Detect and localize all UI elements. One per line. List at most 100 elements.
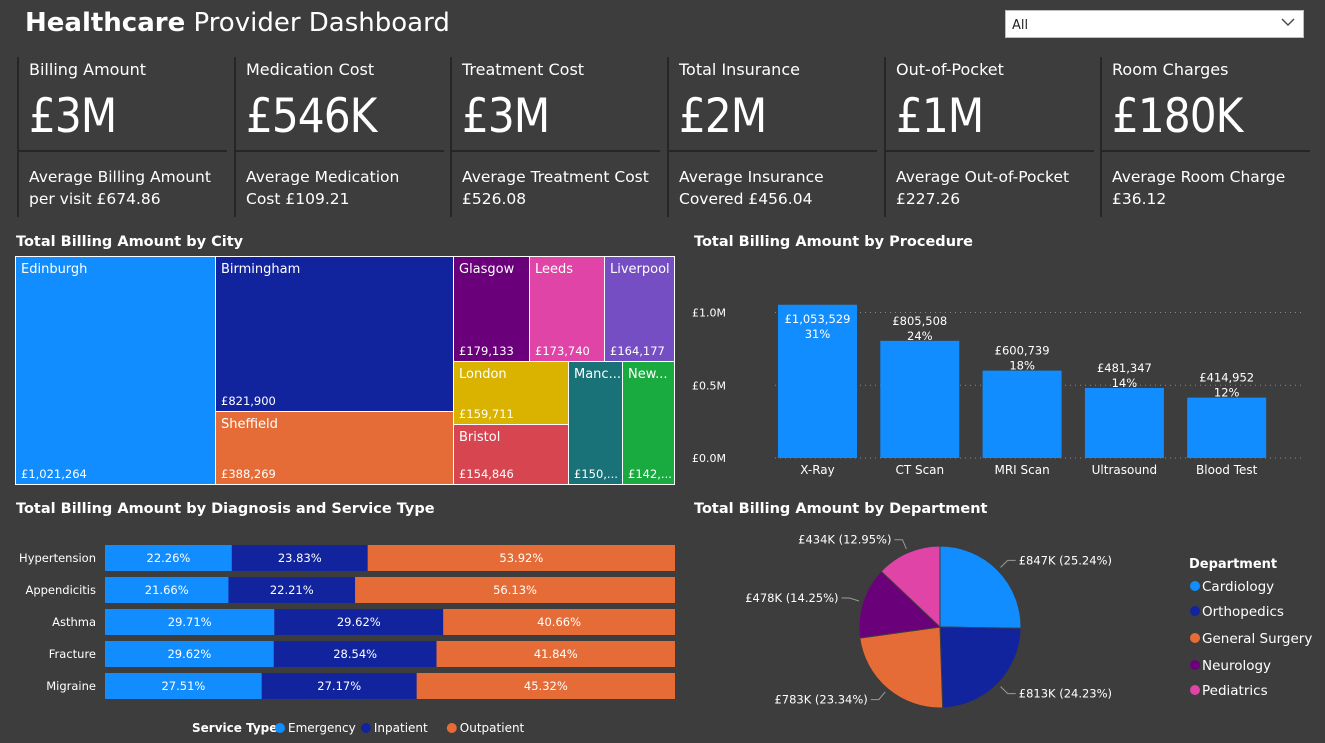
department-pie-chart[interactable]: £847K (25.24%) £813K (24.23%) £783K (23.34…: [690, 530, 1320, 735]
legend-item-cardiology[interactable]: Cardiology: [1202, 579, 1274, 595]
segment-inpatient[interactable]: [273, 641, 437, 667]
kpi-value: £546K: [246, 89, 377, 144]
bar-value-label: £805,508: [892, 314, 947, 328]
pie-data-label: £813K (24.23%): [1019, 687, 1112, 701]
tile-value: £173,740: [535, 344, 590, 358]
legend-swatch: [1190, 581, 1200, 591]
segment-label: 29.62%: [167, 647, 211, 661]
legend-item-pediatrics[interactable]: Pediatrics: [1202, 683, 1268, 699]
legend-item-general-surgery[interactable]: General Surgery: [1202, 631, 1312, 647]
segment-inpatient[interactable]: [261, 673, 417, 699]
segment-emergency[interactable]: [105, 545, 232, 571]
treemap-tile-bristol[interactable]: Bristol £154,846: [453, 424, 569, 485]
segment-outpatient[interactable]: [416, 673, 675, 699]
segment-emergency[interactable]: [105, 609, 275, 635]
treemap-tile-liverpool[interactable]: Liverpool £164,177: [604, 256, 675, 362]
segment-label: 21.66%: [145, 583, 189, 597]
treemap-city[interactable]: Edinburgh £1,021,264 Birmingham £821,900…: [15, 256, 675, 485]
page-title: Healthcare Provider Dashboard: [25, 8, 450, 38]
segment-inpatient[interactable]: [274, 609, 444, 635]
bar-mri-scan[interactable]: [982, 370, 1062, 458]
bar-pct-label: 12%: [1214, 386, 1240, 400]
tile-value: £821,900: [221, 394, 276, 408]
kpi-subtext: Average Billing Amount per visit £674.86: [29, 168, 211, 208]
filter-dropdown[interactable]: All: [1005, 10, 1304, 38]
kpi-card-treatment[interactable]: Treatment Cost £3M Average Treatment Cos…: [450, 57, 660, 217]
tile-name: Birmingham: [221, 262, 301, 277]
bar-blood-test[interactable]: [1187, 397, 1267, 458]
legend-title: Service Type: [192, 721, 277, 735]
kpi-card-medication[interactable]: Medication Cost £546K Average Medication…: [234, 57, 444, 217]
y-tick-label: £1.0M: [692, 307, 726, 320]
kpi-label: Out-of-Pocket: [896, 60, 1004, 79]
tile-value: £164,177: [610, 344, 665, 358]
bar-ct-scan[interactable]: [880, 340, 960, 458]
segment-label: 23.83%: [278, 551, 322, 565]
kpi-divider: [886, 150, 1094, 152]
legend-item-emergency[interactable]: Emergency: [288, 721, 356, 735]
filter-dropdown-value: All: [1012, 18, 1029, 33]
pie-slice-orthopedics[interactable]: [939, 626, 1022, 709]
segment-inpatient[interactable]: [231, 545, 368, 571]
treemap-tile-birmingham[interactable]: Birmingham £821,900: [215, 256, 454, 412]
kpi-value: £180K: [1112, 89, 1243, 144]
kpi-value: £3M: [29, 89, 117, 144]
kpi-card-insurance[interactable]: Total Insurance £2M Average Insurance Co…: [667, 57, 877, 217]
kpi-card-billing[interactable]: Billing Amount £3M Average Billing Amoun…: [17, 57, 227, 217]
kpi-card-out-of-pocket[interactable]: Out-of-Pocket £1M Average Out-of-Pocket …: [884, 57, 1094, 217]
pie-slice-pediatrics[interactable]: [880, 545, 941, 629]
bar-value-label: £481,347: [1097, 361, 1152, 375]
segment-label: 29.71%: [168, 615, 212, 629]
bar-pct-label: 18%: [1009, 359, 1035, 373]
segment-emergency[interactable]: [105, 577, 229, 603]
treemap-tile-leeds[interactable]: Leeds £173,740: [529, 256, 605, 362]
segment-label: 22.26%: [147, 551, 191, 565]
pie-slice-cardiology[interactable]: [939, 545, 1022, 629]
pie-slice-neurology[interactable]: [858, 570, 942, 639]
segment-inpatient[interactable]: [228, 577, 356, 603]
treemap-tile-glasgow[interactable]: Glasgow £179,133: [453, 256, 530, 362]
kpi-value: £3M: [462, 89, 550, 144]
segment-label: 27.17%: [317, 679, 361, 693]
bar-pct-label: 24%: [907, 329, 933, 343]
segment-emergency[interactable]: [105, 673, 262, 699]
pie-leader-line: [841, 597, 860, 602]
kpi-divider: [452, 150, 660, 152]
legend-item-outpatient[interactable]: Outpatient: [460, 721, 525, 735]
y-category-label: Appendicitis: [25, 583, 96, 597]
segment-outpatient[interactable]: [436, 641, 675, 667]
legend-item-orthopedics[interactable]: Orthopedics: [1202, 604, 1284, 620]
legend-swatch: [1190, 685, 1200, 695]
x-tick-label: Blood Test: [1196, 463, 1258, 477]
treemap-tile-london[interactable]: London £159,711: [453, 361, 569, 425]
legend-item-inpatient[interactable]: Inpatient: [374, 721, 428, 735]
y-tick-label: £0.5M: [692, 379, 726, 392]
kpi-divider: [236, 150, 444, 152]
bar-ultrasound[interactable]: [1084, 387, 1164, 458]
legend-item-neurology[interactable]: Neurology: [1202, 658, 1271, 674]
treemap-tile-manchester[interactable]: Manc... £150,...: [568, 361, 623, 485]
pie-slice-general-surgery[interactable]: [859, 626, 944, 709]
treemap-tile-edinburgh[interactable]: Edinburgh £1,021,264: [15, 256, 216, 485]
segment-outpatient[interactable]: [367, 545, 675, 571]
kpi-subtext: Average Treatment Cost £526.08: [462, 168, 649, 208]
tile-name: Sheffield: [221, 417, 278, 432]
x-tick-label: CT Scan: [895, 463, 944, 477]
diagnosis-stacked-bar-chart[interactable]: Hypertension 22.26% 23.83% 53.92% Appendicit…: [10, 535, 680, 740]
bar-pct-label: 14%: [1112, 376, 1138, 390]
segment-emergency[interactable]: [105, 641, 274, 667]
legend-title: Department: [1189, 557, 1277, 572]
kpi-card-room-charges[interactable]: Room Charges £180K Average Room Charge £…: [1100, 57, 1310, 217]
segment-outpatient[interactable]: [355, 577, 675, 603]
pie-data-label: £847K (25.24%): [1019, 553, 1112, 567]
treemap-tile-sheffield[interactable]: Sheffield £388,269: [215, 411, 454, 485]
tile-name: Bristol: [459, 430, 501, 445]
treemap-tile-newcastle[interactable]: New... £142,...: [622, 361, 675, 485]
diagnosis-chart-title: Total Billing Amount by Diagnosis and Se…: [16, 501, 435, 517]
y-category-label: Hypertension: [19, 551, 96, 565]
segment-outpatient[interactable]: [443, 609, 675, 635]
bar-x-ray[interactable]: [778, 304, 857, 458]
pie-data-label: £434K (12.95%): [798, 533, 891, 547]
kpi-value: £1M: [896, 89, 984, 144]
